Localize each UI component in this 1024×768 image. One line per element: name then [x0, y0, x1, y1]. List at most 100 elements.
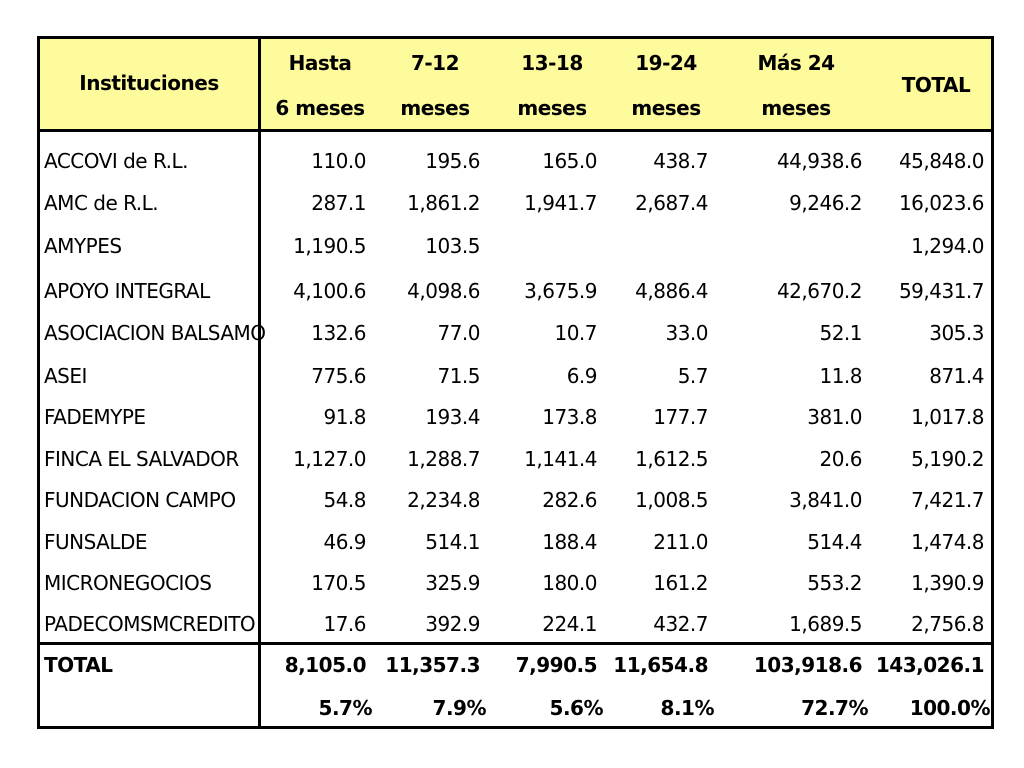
value-cell: 7,421.7 [911, 488, 984, 512]
value-cell: 17.6 [323, 612, 366, 636]
value-cell: 1,288.7 [407, 447, 480, 471]
value-cell: 1,190.5 [293, 234, 366, 258]
value-cell: 4,100.6 [293, 279, 366, 303]
value-cell: 170.5 [311, 571, 366, 595]
value-cell: 54.8 [323, 488, 366, 512]
value-cell: 9,246.2 [789, 191, 862, 215]
header-col-4-line1: 19-24 [635, 51, 697, 75]
total-divider [40, 642, 991, 645]
value-cell: 282.6 [542, 488, 597, 512]
header-col-5-line1: Más 24 [757, 51, 835, 75]
value-cell: 2,756.8 [911, 612, 984, 636]
value-cell: 52.1 [819, 321, 862, 345]
institution-name: ASOCIACION BALSAMO [44, 321, 266, 345]
value-cell: 5,190.2 [911, 447, 984, 471]
value-cell: 224.1 [542, 612, 597, 636]
total-value: 11,654.8 [613, 653, 708, 677]
value-cell: 871.4 [929, 364, 984, 388]
value-cell: 4,098.6 [407, 279, 480, 303]
value-cell: 2,234.8 [407, 488, 480, 512]
value-cell: 165.0 [542, 149, 597, 173]
total-value: 8,105.0 [284, 653, 367, 677]
institution-name: FUNDACION CAMPO [44, 488, 236, 512]
total-value: 143,026.1 [875, 653, 985, 677]
value-cell: 514.1 [425, 530, 480, 554]
value-cell: 514.4 [807, 530, 862, 554]
value-cell: 553.2 [807, 571, 862, 595]
value-cell: 177.7 [653, 405, 708, 429]
value-cell: 71.5 [437, 364, 480, 388]
value-cell: 287.1 [311, 191, 366, 215]
value-cell: 211.0 [653, 530, 708, 554]
value-cell: 1,861.2 [407, 191, 480, 215]
header-col-3-line2: meses [517, 96, 587, 120]
value-cell: 392.9 [425, 612, 480, 636]
institution-name: AMYPES [44, 234, 122, 258]
value-cell: 20.6 [819, 447, 862, 471]
header-col-2-line2: meses [400, 96, 470, 120]
value-cell: 5.7 [677, 364, 709, 388]
value-cell: 193.4 [425, 405, 480, 429]
total-label: TOTAL [44, 653, 113, 677]
value-cell: 42,670.2 [776, 279, 863, 303]
value-cell: 1,017.8 [911, 405, 984, 429]
column-divider [258, 39, 261, 726]
total-value: 11,357.3 [385, 653, 480, 677]
value-cell: 2,687.4 [635, 191, 708, 215]
table-header: Instituciones Hasta 6 meses 7-12 meses 1… [40, 39, 991, 132]
total-value: 7,990.5 [515, 653, 598, 677]
header-total: TOTAL [901, 73, 971, 97]
value-cell: 173.8 [542, 405, 597, 429]
value-cell: 132.6 [311, 321, 366, 345]
total-percent: 5.7% [318, 696, 373, 720]
institution-name: APOYO INTEGRAL [44, 279, 210, 303]
value-cell: 59,431.7 [898, 279, 985, 303]
value-cell: 6.9 [566, 364, 598, 388]
value-cell: 3,675.9 [524, 279, 597, 303]
header-col-1-line1: Hasta [288, 51, 352, 75]
value-cell: 45,848.0 [898, 149, 985, 173]
value-cell: 381.0 [807, 405, 862, 429]
institution-name: MICRONEGOCIOS [44, 571, 212, 595]
value-cell: 188.4 [542, 530, 597, 554]
value-cell: 1,612.5 [635, 447, 708, 471]
header-institutions: Instituciones [79, 71, 219, 95]
value-cell: 103.5 [425, 234, 480, 258]
value-cell: 91.8 [323, 405, 366, 429]
value-cell: 1,390.9 [911, 571, 984, 595]
value-cell: 1,941.7 [524, 191, 597, 215]
header-col-1-line2: 6 meses [275, 96, 365, 120]
total-percent: 72.7% [801, 696, 868, 720]
total-percent: 8.1% [660, 696, 715, 720]
header-col-3-line1: 13-18 [521, 51, 583, 75]
total-percent: 5.6% [549, 696, 604, 720]
value-cell: 438.7 [653, 149, 708, 173]
total-percent: 7.9% [432, 696, 487, 720]
value-cell: 110.0 [311, 149, 366, 173]
value-cell: 775.6 [311, 364, 366, 388]
value-cell: 180.0 [542, 571, 597, 595]
portfolio-table: Instituciones Hasta 6 meses 7-12 meses 1… [37, 36, 994, 729]
institution-name: FINCA EL SALVADOR [44, 447, 239, 471]
value-cell: 46.9 [323, 530, 366, 554]
value-cell: 11.8 [819, 364, 862, 388]
value-cell: 10.7 [554, 321, 597, 345]
header-col-4-line2: meses [631, 96, 701, 120]
value-cell: 1,689.5 [789, 612, 862, 636]
value-cell: 1,141.4 [524, 447, 597, 471]
institution-name: PADECOMSMCREDITO [44, 612, 256, 636]
value-cell: 1,127.0 [293, 447, 366, 471]
value-cell: 33.0 [665, 321, 708, 345]
value-cell: 16,023.6 [898, 191, 985, 215]
value-cell: 1,008.5 [635, 488, 708, 512]
value-cell: 432.7 [653, 612, 708, 636]
header-col-5-line2: meses [761, 96, 831, 120]
value-cell: 77.0 [437, 321, 480, 345]
total-percent: 100.0% [909, 696, 991, 720]
value-cell: 195.6 [425, 149, 480, 173]
institution-name: FADEMYPE [44, 405, 146, 429]
value-cell: 4,886.4 [635, 279, 708, 303]
institution-name: FUNSALDE [44, 530, 148, 554]
value-cell: 161.2 [653, 571, 708, 595]
institution-name: ASEI [44, 364, 87, 388]
